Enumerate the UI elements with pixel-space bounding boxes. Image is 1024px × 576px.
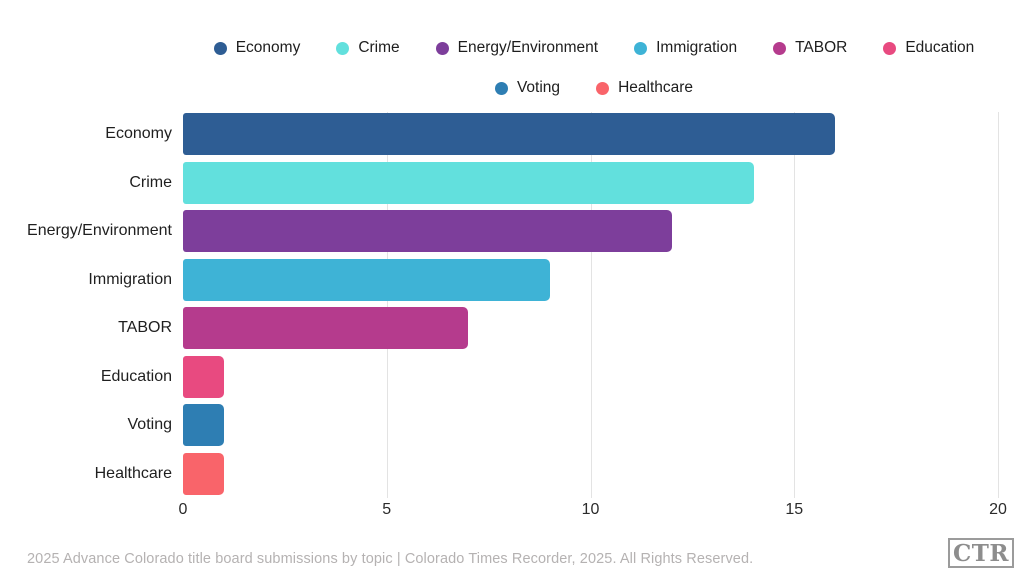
category-label-voting: Voting bbox=[127, 416, 172, 434]
legend-item-immigration[interactable]: Immigration bbox=[634, 39, 737, 57]
legend-label: TABOR bbox=[795, 39, 848, 56]
x-tick-label-0: 0 bbox=[178, 501, 188, 518]
legend-dot-tabor bbox=[773, 41, 787, 55]
category-axis: Economy Crime Energy/Environment Immigratio… bbox=[0, 110, 183, 498]
legend-dot-voting bbox=[494, 81, 508, 95]
bar-tabor bbox=[183, 307, 469, 350]
x-tick-label-10: 10 bbox=[581, 501, 600, 518]
bars-container bbox=[183, 110, 998, 498]
bar-row-education bbox=[183, 353, 998, 402]
category-label-energy-environment: Energy/Environment bbox=[27, 222, 172, 240]
x-axis: 0 5 10 15 20 bbox=[179, 498, 1007, 524]
legend-dot-economy bbox=[213, 41, 227, 55]
grid-line-10 bbox=[590, 112, 592, 498]
ctr-logo[interactable]: CTR bbox=[948, 538, 1014, 568]
bar-voting bbox=[183, 404, 224, 447]
chart-legend: Economy Crime Energy/Environment Immigratio… bbox=[183, 28, 1005, 108]
category-label-healthcare: Healthcare bbox=[94, 464, 172, 482]
category-label-crime: Crime bbox=[129, 173, 172, 191]
legend-row-2: Voting Healthcare bbox=[183, 68, 1005, 108]
bar-row-crime bbox=[183, 159, 998, 208]
legend-item-voting[interactable]: Voting bbox=[494, 79, 561, 97]
bar-crime bbox=[183, 161, 754, 204]
legend-item-education[interactable]: Education bbox=[883, 39, 974, 57]
legend-dot-healthcare bbox=[596, 81, 610, 95]
bar-immigration bbox=[183, 258, 550, 301]
legend-dot-energy-environment bbox=[435, 41, 449, 55]
bar-row-immigration bbox=[183, 256, 998, 305]
bar-row-voting bbox=[183, 401, 998, 450]
bar-economy bbox=[183, 113, 835, 156]
legend-label: Energy/Environment bbox=[457, 39, 599, 56]
legend-item-tabor[interactable]: TABOR bbox=[773, 39, 847, 57]
legend-label: Immigration bbox=[656, 39, 738, 56]
chart-caption: 2025 Advance Colorado title board submis… bbox=[27, 551, 754, 567]
legend-item-economy[interactable]: Economy bbox=[213, 39, 301, 57]
x-tick-label-20: 20 bbox=[989, 501, 1007, 518]
bar-energy-environment bbox=[183, 210, 672, 253]
bar-chart: Economy Crime Energy/Environment Immigratio… bbox=[0, 110, 999, 498]
legend-label: Crime bbox=[358, 39, 400, 56]
bar-row-healthcare bbox=[183, 450, 998, 499]
legend-item-energy-environment[interactable]: Energy/Environment bbox=[435, 39, 599, 57]
category-label-education: Education bbox=[100, 367, 172, 385]
legend-dot-immigration bbox=[634, 41, 648, 55]
bar-row-economy bbox=[183, 110, 998, 159]
category-label-economy: Economy bbox=[105, 125, 172, 143]
plot-area bbox=[183, 110, 999, 498]
category-label-immigration: Immigration bbox=[88, 270, 172, 288]
legend-dot-crime bbox=[336, 41, 350, 55]
category-label-tabor: TABOR bbox=[118, 319, 172, 337]
x-tick-label-15: 15 bbox=[785, 501, 804, 518]
legend-label: Economy bbox=[235, 39, 301, 56]
legend-label: Healthcare bbox=[618, 79, 694, 96]
grid-line-5 bbox=[386, 112, 388, 498]
legend-item-healthcare[interactable]: Healthcare bbox=[596, 79, 693, 97]
bar-healthcare bbox=[183, 452, 224, 495]
legend-label: Voting bbox=[516, 79, 561, 96]
legend-label: Education bbox=[905, 39, 975, 56]
bar-row-energy-environment bbox=[183, 207, 998, 256]
grid-line-20 bbox=[998, 112, 999, 498]
legend-dot-education bbox=[883, 41, 897, 55]
legend-item-crime[interactable]: Crime bbox=[336, 39, 400, 57]
bar-education bbox=[183, 355, 224, 398]
legend-row-1: Economy Crime Energy/Environment Immigratio… bbox=[183, 28, 1005, 68]
bar-row-tabor bbox=[183, 304, 998, 353]
grid-line-15 bbox=[794, 112, 796, 498]
x-tick-label-5: 5 bbox=[382, 501, 392, 518]
